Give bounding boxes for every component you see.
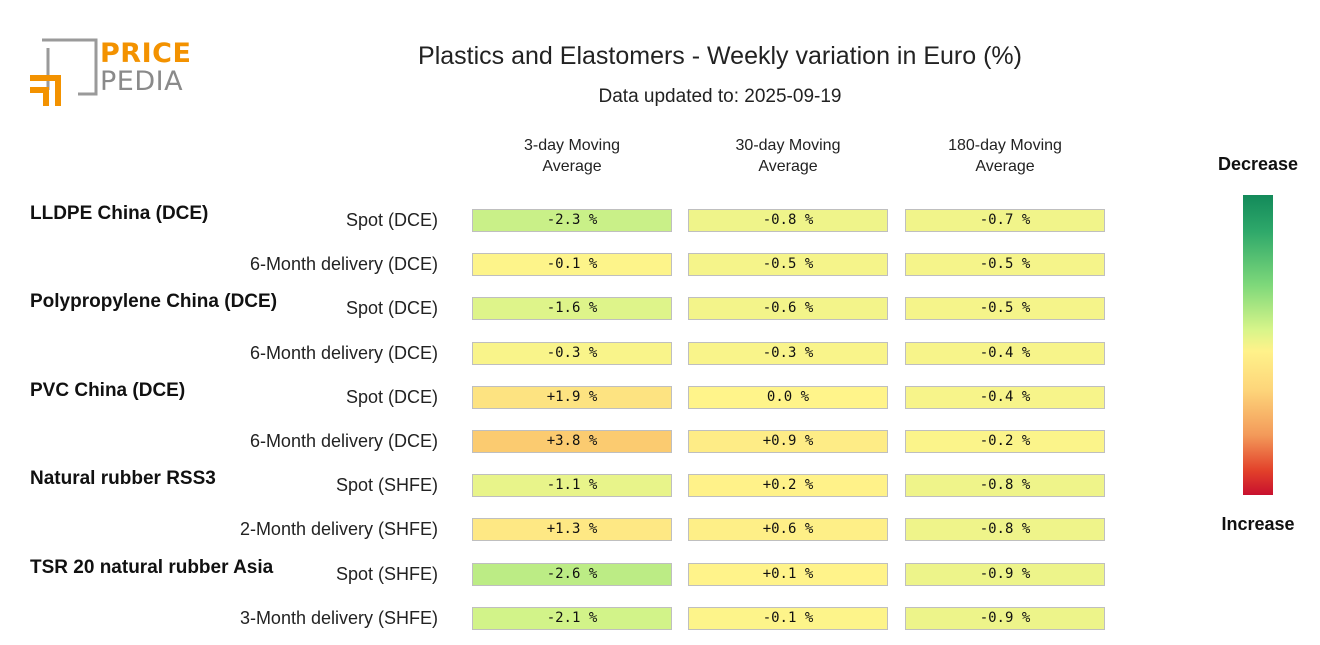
column-header: 30-day Moving Average: [687, 135, 889, 177]
heat-cell: +0.1 %: [688, 562, 888, 586]
legend-increase-label: Increase: [1221, 514, 1295, 534]
column-header: 180-day Moving Average: [904, 135, 1106, 177]
heat-cell: -2.6 %: [472, 562, 672, 586]
heat-cell: +0.9 %: [688, 430, 888, 453]
row-label: 6-Month delivery (DCE): [249, 342, 438, 363]
heat-cell: -0.8 %: [688, 209, 888, 232]
column-header-line: 30-day Moving: [735, 137, 841, 154]
heat-cell: -0.5 %: [905, 297, 1105, 321]
heat-cell: -0.8 %: [905, 518, 1105, 542]
row-label: 3-Month delivery (SHFE): [239, 607, 438, 628]
heat-cell: 0.0 %: [688, 385, 888, 409]
heat-cell: -0.9 %: [905, 606, 1105, 630]
heat-cell: -0.6 %: [688, 297, 888, 321]
row-label: 2-Month delivery (SHFE): [239, 519, 438, 540]
group-label: LLDPE China (DCE): [30, 203, 209, 224]
row-label: Spot (DCE): [345, 386, 438, 407]
chart-title: Plastics and Elastomers - Weekly variati…: [418, 42, 1022, 70]
heat-cell: -0.7 %: [905, 209, 1105, 232]
heat-cell: -0.5 %: [688, 253, 888, 277]
column-header-line: Average: [975, 158, 1035, 175]
heat-cell: -0.1 %: [688, 606, 888, 630]
group-label: Polypropylene China (DCE): [30, 291, 278, 313]
column-header-line: 180-day Moving: [948, 137, 1062, 154]
heat-cell: +3.8 %: [472, 430, 672, 453]
row-label: 6-Month delivery (DCE): [249, 254, 438, 275]
heat-cell: -0.5 %: [905, 253, 1105, 277]
heat-cell: +0.6 %: [688, 518, 888, 542]
row-label: Spot (SHFE): [335, 563, 438, 584]
heat-cell: -0.3 %: [688, 341, 888, 365]
row-label: 6-Month delivery (DCE): [249, 431, 438, 451]
legend-decrease-label: Decrease: [1217, 154, 1299, 174]
heat-cell: -0.2 %: [905, 430, 1105, 453]
group-label: PVC China (DCE): [30, 379, 186, 401]
column-header: 3-day Moving Average: [471, 135, 673, 177]
heat-cell: +0.2 %: [688, 474, 888, 498]
row-label: Spot (SHFE): [335, 475, 438, 496]
heat-cell: +1.3 %: [472, 518, 672, 542]
column-header-line: Average: [542, 158, 602, 175]
heat-cell: -0.3 %: [472, 341, 672, 365]
row-label: Spot (DCE): [345, 298, 438, 319]
pricepedia-logo: PRICE PEDIA: [28, 38, 192, 110]
group-label: TSR 20 natural rubber Asia: [30, 556, 274, 578]
column-header-line: Average: [758, 158, 818, 175]
heat-cell: -1.6 %: [472, 297, 672, 321]
heat-cell: -0.4 %: [905, 341, 1105, 365]
heat-cell: -0.8 %: [905, 474, 1105, 498]
heat-cell: -2.3 %: [472, 209, 672, 232]
heat-cell: -0.1 %: [472, 253, 672, 277]
heat-cell: -0.9 %: [905, 562, 1105, 586]
logo-price-text: PRICE: [100, 38, 192, 69]
heat-cell: -0.4 %: [905, 385, 1105, 409]
row-label: Spot (DCE): [345, 210, 438, 230]
logo-pedia-text: PEDIA: [100, 66, 184, 97]
logo-mark-icon: [30, 38, 98, 106]
heat-cell: -1.1 %: [472, 474, 672, 498]
heat-cell: -2.1 %: [472, 606, 672, 630]
column-header-line: 3-day Moving: [523, 137, 621, 154]
group-label: Natural rubber RSS3: [30, 468, 216, 490]
color-scale-bar: [1243, 195, 1273, 495]
chart-subtitle: Data updated to: 2025-09-19: [598, 86, 842, 107]
heat-cell: +1.9 %: [472, 385, 672, 409]
